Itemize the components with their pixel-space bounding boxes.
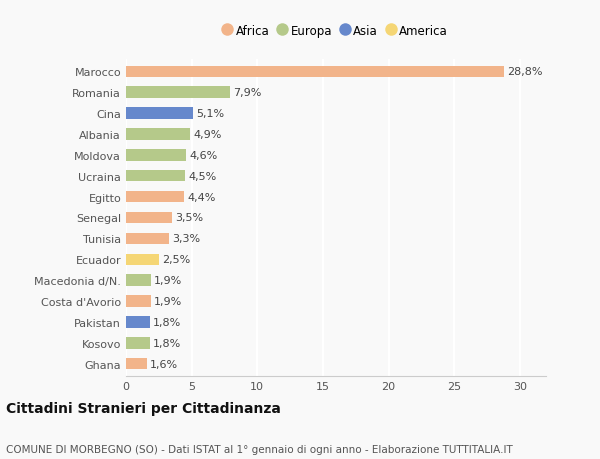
Text: 1,8%: 1,8% <box>153 338 181 348</box>
Bar <box>126 129 190 140</box>
Bar <box>126 87 230 99</box>
Text: 1,9%: 1,9% <box>154 275 182 285</box>
Bar <box>126 171 185 182</box>
Bar <box>126 213 172 224</box>
Text: Cittadini Stranieri per Cittadinanza: Cittadini Stranieri per Cittadinanza <box>6 402 281 415</box>
Text: 1,8%: 1,8% <box>153 317 181 327</box>
Text: 7,9%: 7,9% <box>233 88 262 98</box>
Bar <box>126 191 184 203</box>
Text: 4,9%: 4,9% <box>194 130 222 140</box>
Text: 4,5%: 4,5% <box>188 171 217 181</box>
Bar <box>126 254 159 265</box>
Bar <box>126 275 151 286</box>
Bar <box>126 337 149 349</box>
Bar <box>126 150 187 161</box>
Text: COMUNE DI MORBEGNO (SO) - Dati ISTAT al 1° gennaio di ogni anno - Elaborazione T: COMUNE DI MORBEGNO (SO) - Dati ISTAT al … <box>6 444 513 454</box>
Bar <box>126 67 504 78</box>
Bar <box>126 108 193 120</box>
Text: 2,5%: 2,5% <box>162 255 190 265</box>
Text: 1,6%: 1,6% <box>150 359 178 369</box>
Bar <box>126 296 151 307</box>
Text: 28,8%: 28,8% <box>507 67 543 77</box>
Text: 4,6%: 4,6% <box>190 151 218 161</box>
Text: 3,5%: 3,5% <box>175 213 203 223</box>
Bar <box>126 316 149 328</box>
Text: 1,9%: 1,9% <box>154 297 182 306</box>
Bar <box>126 233 169 245</box>
Text: 5,1%: 5,1% <box>196 109 224 119</box>
Text: 3,3%: 3,3% <box>173 234 201 244</box>
Legend: Africa, Europa, Asia, America: Africa, Europa, Asia, America <box>220 21 452 41</box>
Bar <box>126 358 147 369</box>
Text: 4,4%: 4,4% <box>187 192 215 202</box>
